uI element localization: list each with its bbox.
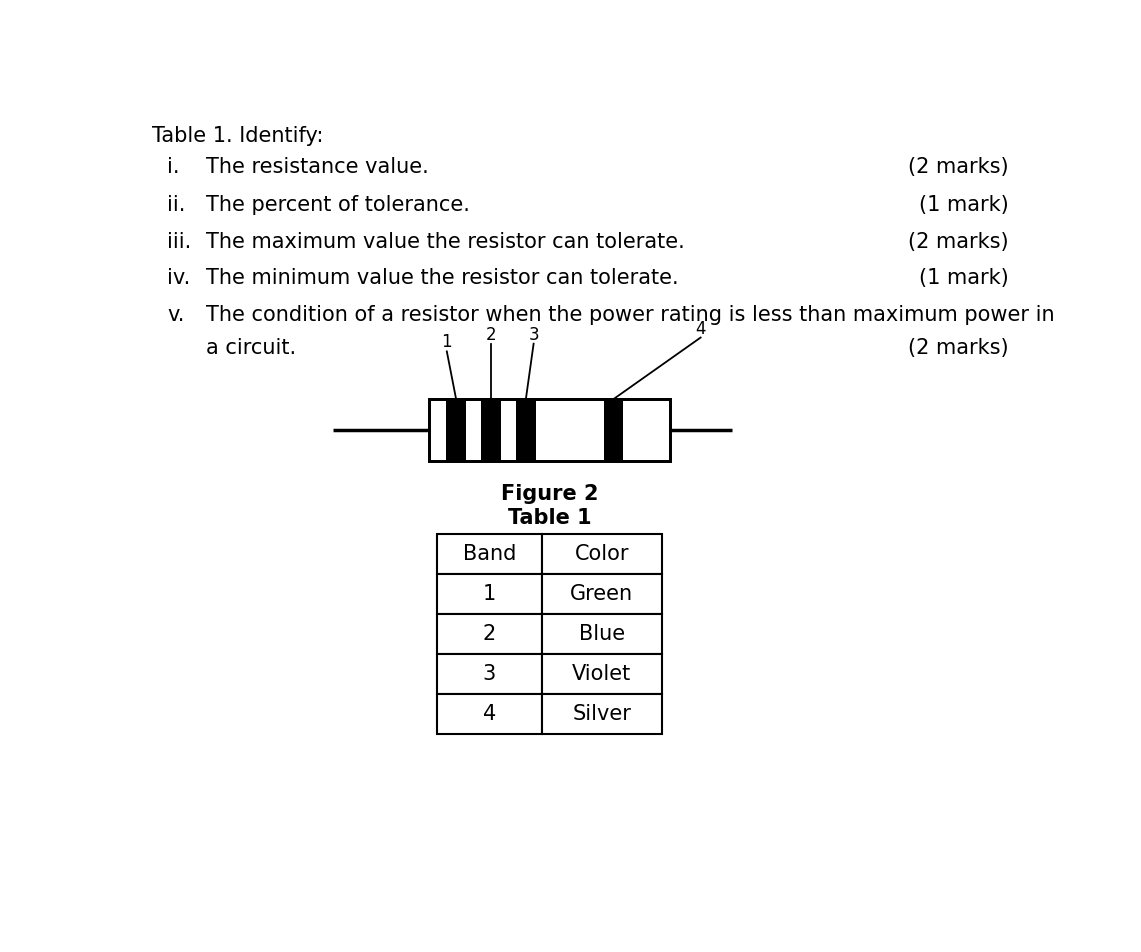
Text: 1: 1 xyxy=(483,584,496,604)
Text: 4: 4 xyxy=(695,320,706,338)
Text: iv.: iv. xyxy=(168,268,191,288)
Text: The minimum value the resistor can tolerate.: The minimum value the resistor can toler… xyxy=(207,268,679,288)
Text: (2 marks): (2 marks) xyxy=(908,156,1009,176)
Text: (1 mark): (1 mark) xyxy=(920,195,1009,215)
Bar xyxy=(437,574,542,614)
Text: i.: i. xyxy=(168,156,180,176)
Bar xyxy=(542,614,662,654)
Text: Band: Band xyxy=(463,544,516,564)
Bar xyxy=(437,534,542,574)
Text: (2 marks): (2 marks) xyxy=(908,232,1009,252)
Text: Table 1. Identify:: Table 1. Identify: xyxy=(152,126,323,146)
Bar xyxy=(437,694,542,734)
Text: ii.: ii. xyxy=(168,195,186,215)
Text: iii.: iii. xyxy=(168,232,192,252)
Bar xyxy=(604,399,623,461)
Text: Blue: Blue xyxy=(578,624,625,644)
Bar xyxy=(437,654,542,694)
Text: The condition of a resistor when the power rating is less than maximum power in: The condition of a resistor when the pow… xyxy=(207,306,1054,326)
Text: v.: v. xyxy=(168,306,185,326)
Text: Green: Green xyxy=(570,584,633,604)
Bar xyxy=(542,534,662,574)
Text: Table 1: Table 1 xyxy=(508,508,591,528)
Bar xyxy=(429,399,670,461)
Bar xyxy=(542,574,662,614)
Text: 3: 3 xyxy=(528,326,539,344)
Bar xyxy=(446,399,466,461)
Text: The resistance value.: The resistance value. xyxy=(207,156,429,176)
Text: a circuit.: a circuit. xyxy=(207,338,297,358)
Text: 2: 2 xyxy=(483,624,496,644)
Text: (1 mark): (1 mark) xyxy=(920,268,1009,288)
Text: Silver: Silver xyxy=(573,704,631,724)
Text: Violet: Violet xyxy=(572,664,631,684)
Text: Figure 2: Figure 2 xyxy=(501,484,598,504)
Text: (2 marks): (2 marks) xyxy=(908,338,1009,358)
Text: The percent of tolerance.: The percent of tolerance. xyxy=(207,195,470,215)
Text: 3: 3 xyxy=(483,664,496,684)
Bar xyxy=(437,614,542,654)
Text: 1: 1 xyxy=(442,333,452,351)
Bar xyxy=(542,694,662,734)
Bar xyxy=(482,399,501,461)
Bar xyxy=(542,654,662,694)
Text: 4: 4 xyxy=(483,704,496,724)
Text: The maximum value the resistor can tolerate.: The maximum value the resistor can toler… xyxy=(207,232,685,252)
Text: 2: 2 xyxy=(486,326,496,344)
Text: Color: Color xyxy=(575,544,629,564)
Bar xyxy=(516,399,535,461)
Bar xyxy=(429,399,670,461)
